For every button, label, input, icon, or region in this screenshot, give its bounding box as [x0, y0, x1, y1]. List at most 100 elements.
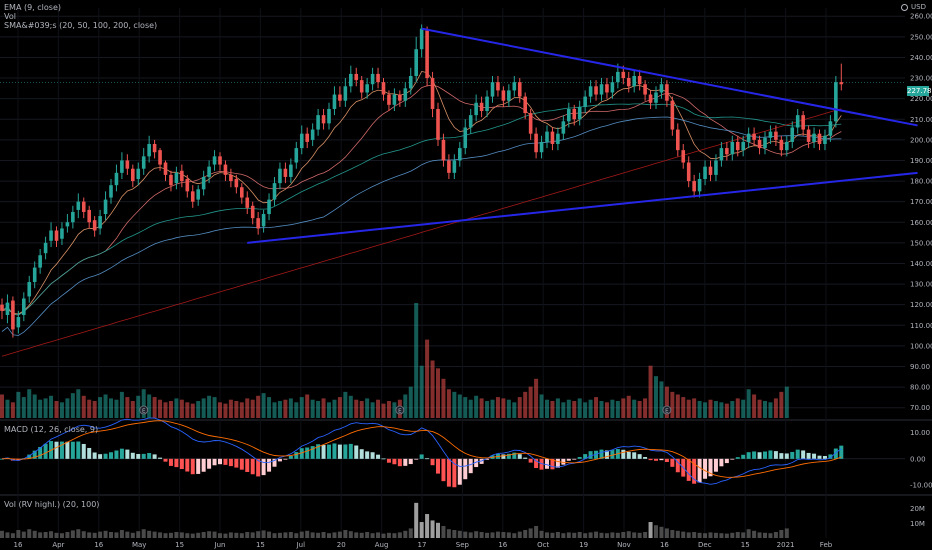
macd-histogram-bar	[719, 458, 724, 467]
rvol-bar	[501, 532, 506, 538]
macd-histogram-bar	[752, 451, 757, 459]
candle-body	[643, 84, 647, 95]
candle-body	[599, 84, 604, 95]
volume-bar	[21, 397, 26, 418]
vol-legend[interactable]: Vol	[4, 12, 16, 21]
candle-body	[594, 86, 598, 95]
earnings-marker-label: E	[142, 408, 146, 414]
ema-legend[interactable]: EMA (9, close)	[4, 3, 61, 12]
price-tick-label: 90.00	[910, 363, 930, 371]
moving-average-line	[1, 116, 842, 336]
volume-bar	[234, 401, 239, 418]
rvol-bar	[768, 533, 773, 538]
candle-body	[550, 131, 555, 144]
rvol-bar	[21, 531, 26, 538]
candle-body	[190, 191, 195, 202]
candle-body	[103, 199, 108, 215]
candle-body	[354, 73, 359, 81]
volume-bar	[310, 399, 315, 418]
volume-bar	[218, 402, 222, 418]
volume-bar	[463, 397, 468, 418]
rvol-bar	[114, 532, 119, 538]
volume-bar	[664, 386, 669, 418]
rvol-bar	[261, 530, 266, 538]
volume-bar	[752, 394, 757, 418]
rvol-bar	[692, 532, 697, 538]
candle-body	[174, 172, 179, 184]
rvol-bar	[588, 532, 593, 538]
macd-histogram-bar	[692, 458, 697, 484]
macd-histogram-bar	[70, 441, 75, 459]
volume-bar	[485, 401, 490, 418]
rvol-bar	[452, 530, 457, 538]
currency-selector[interactable]: USD	[901, 3, 926, 11]
rvol-bar	[81, 531, 86, 538]
volume-bar	[403, 394, 408, 418]
trendlines[interactable]	[247, 27, 918, 244]
rvol-bar	[158, 532, 163, 538]
rvol-bar	[337, 531, 342, 538]
volume-bar	[577, 398, 582, 418]
rvol-bar	[545, 532, 549, 538]
macd-histogram-bar	[632, 452, 637, 459]
rvol-bar	[675, 530, 680, 538]
moving-average-line	[1, 103, 842, 316]
rvol-bar	[54, 532, 59, 538]
macd-histogram-bar	[403, 458, 408, 466]
candle-body	[0, 304, 4, 311]
rvol-bar	[485, 532, 490, 538]
macd-histogram-bar	[474, 458, 479, 468]
rvol-bar	[670, 530, 675, 538]
macd-histogram-bar	[98, 454, 103, 459]
candle-body	[81, 201, 86, 212]
candle-body	[785, 141, 789, 151]
macd-histogram-bar	[703, 458, 708, 479]
candle-body	[76, 201, 81, 210]
macd-histogram-bar	[735, 457, 740, 459]
rvol-bar	[632, 532, 637, 538]
rvol-bar	[637, 532, 642, 538]
volume-bar	[555, 398, 560, 418]
volume-bar	[746, 389, 751, 418]
time-tick-label: 19	[579, 541, 588, 549]
candle-body	[479, 102, 484, 112]
candle-body	[452, 160, 457, 173]
macd-legend[interactable]: MACD (12, 26, close, 9)	[4, 425, 99, 434]
rvol-bar	[168, 532, 173, 538]
candlesticks[interactable]	[0, 24, 844, 338]
rvol-bar	[474, 531, 479, 538]
time-tick-label: 16	[498, 541, 507, 549]
time-tick-label: 20	[337, 541, 346, 549]
volume-bar	[354, 399, 359, 418]
candle-body	[795, 115, 800, 128]
macd-histogram-bar	[768, 450, 773, 459]
rvol-bar	[730, 532, 735, 538]
rvol-bar	[708, 532, 713, 538]
price-tick-label: 160.00	[910, 219, 932, 227]
candle-body	[218, 156, 222, 165]
macd-histogram-bar	[130, 452, 135, 459]
macd-histogram-bar	[376, 454, 381, 459]
volume-bar	[87, 399, 92, 418]
rvol-bar	[16, 530, 21, 538]
macd-histogram-bar	[408, 458, 413, 465]
macd-histogram-bar	[185, 458, 190, 472]
candle-body	[730, 141, 735, 155]
rvol-legend[interactable]: Vol (RV highl.) (20, 100)	[4, 500, 100, 509]
volume-bar	[98, 397, 103, 418]
candle-body	[305, 133, 309, 142]
macd-histogram-bar	[392, 458, 397, 465]
rvol-bar	[403, 530, 408, 538]
volume-bar	[512, 402, 517, 418]
macd-histogram-bar	[773, 451, 778, 459]
volume-bar	[523, 391, 528, 418]
sma-legend[interactable]: SMA&#039;s (20, 50, 100, 200, close)	[4, 21, 158, 30]
macd-histogram-bar	[713, 458, 718, 472]
macd-histogram-bar	[675, 458, 680, 473]
macd-histogram-bar	[539, 458, 544, 470]
candle-body	[327, 108, 331, 124]
candle-body	[136, 168, 141, 180]
candle-body	[719, 148, 724, 161]
